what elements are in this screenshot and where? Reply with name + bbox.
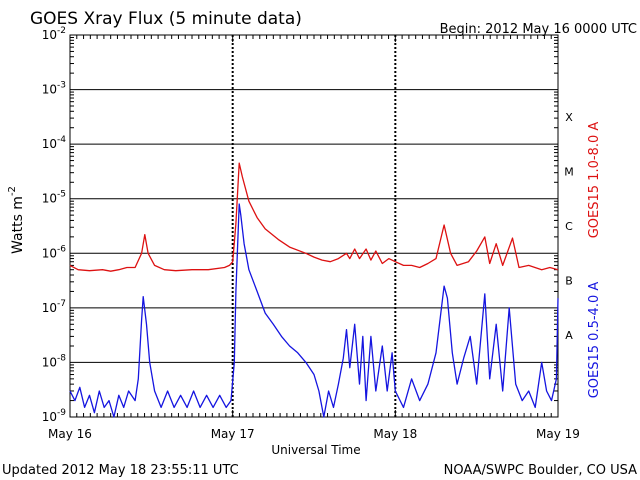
flare-class-label: X: [565, 111, 573, 124]
y-tick-base: 10: [42, 83, 57, 97]
y-tick-exponent: -2: [57, 26, 66, 36]
x-tick-label: May 19: [536, 427, 580, 441]
y-tick-exponent: -8: [57, 353, 66, 363]
y-tick-base: 10: [42, 28, 57, 42]
y-tick-exponent: -4: [57, 135, 66, 145]
x-axis-label: Universal Time: [271, 443, 360, 457]
flare-class-label: C: [565, 220, 573, 233]
updated-timestamp: Updated 2012 May 18 23:55:11 UTC: [2, 463, 239, 478]
y-tick-label: 10-9: [42, 408, 67, 424]
y-tick-label: 10-6: [42, 244, 67, 260]
flare-class-label: B: [565, 275, 573, 288]
y-tick-label: 10-3: [42, 81, 66, 97]
y-tick-label: 10-8: [42, 353, 67, 369]
legend-series-label: GOES15 0.5-4.0 A: [587, 282, 602, 399]
y-tick-base: 10: [42, 192, 57, 206]
y-axis-label-exponent: -2: [7, 186, 18, 196]
y-axis-label-text: Watts m: [10, 196, 26, 254]
y-tick-base: 10: [42, 355, 57, 369]
flare-class-label: A: [565, 329, 573, 342]
noaa-credit: NOAA/SWPC Boulder, CO USA: [444, 463, 637, 478]
y-tick-label: 10-2: [42, 26, 66, 42]
y-tick-exponent: -9: [57, 408, 66, 418]
x-tick-label: May 17: [211, 427, 255, 441]
y-tick-label: 10-7: [42, 299, 66, 315]
y-tick-label: 10-5: [42, 190, 66, 206]
y-tick-base: 10: [42, 410, 57, 424]
y-tick-base: 10: [42, 246, 57, 260]
x-tick-label: May 16: [48, 427, 92, 441]
flare-class-label: M: [564, 165, 574, 178]
series-line-short-wave: [69, 203, 559, 418]
begin-timestamp: Begin: 2012 May 16 0000 UTC: [440, 22, 637, 37]
y-axis-label: Watts m-2: [7, 186, 26, 254]
y-tick-exponent: -5: [57, 190, 66, 200]
y-tick-exponent: -6: [57, 244, 66, 254]
x-tick-label: May 18: [373, 427, 417, 441]
y-tick-exponent: -7: [57, 299, 66, 309]
y-tick-label: 10-4: [42, 135, 67, 151]
plot-frame: [69, 34, 559, 418]
y-tick-base: 10: [42, 301, 57, 315]
series-line-long-wave: [69, 162, 559, 272]
y-tick-base: 10: [42, 137, 57, 151]
chart-title: GOES Xray Flux (5 minute data): [30, 9, 302, 29]
legend-series-label: GOES15 1.0-8.0 A: [587, 122, 602, 239]
y-tick-exponent: -3: [57, 81, 66, 91]
